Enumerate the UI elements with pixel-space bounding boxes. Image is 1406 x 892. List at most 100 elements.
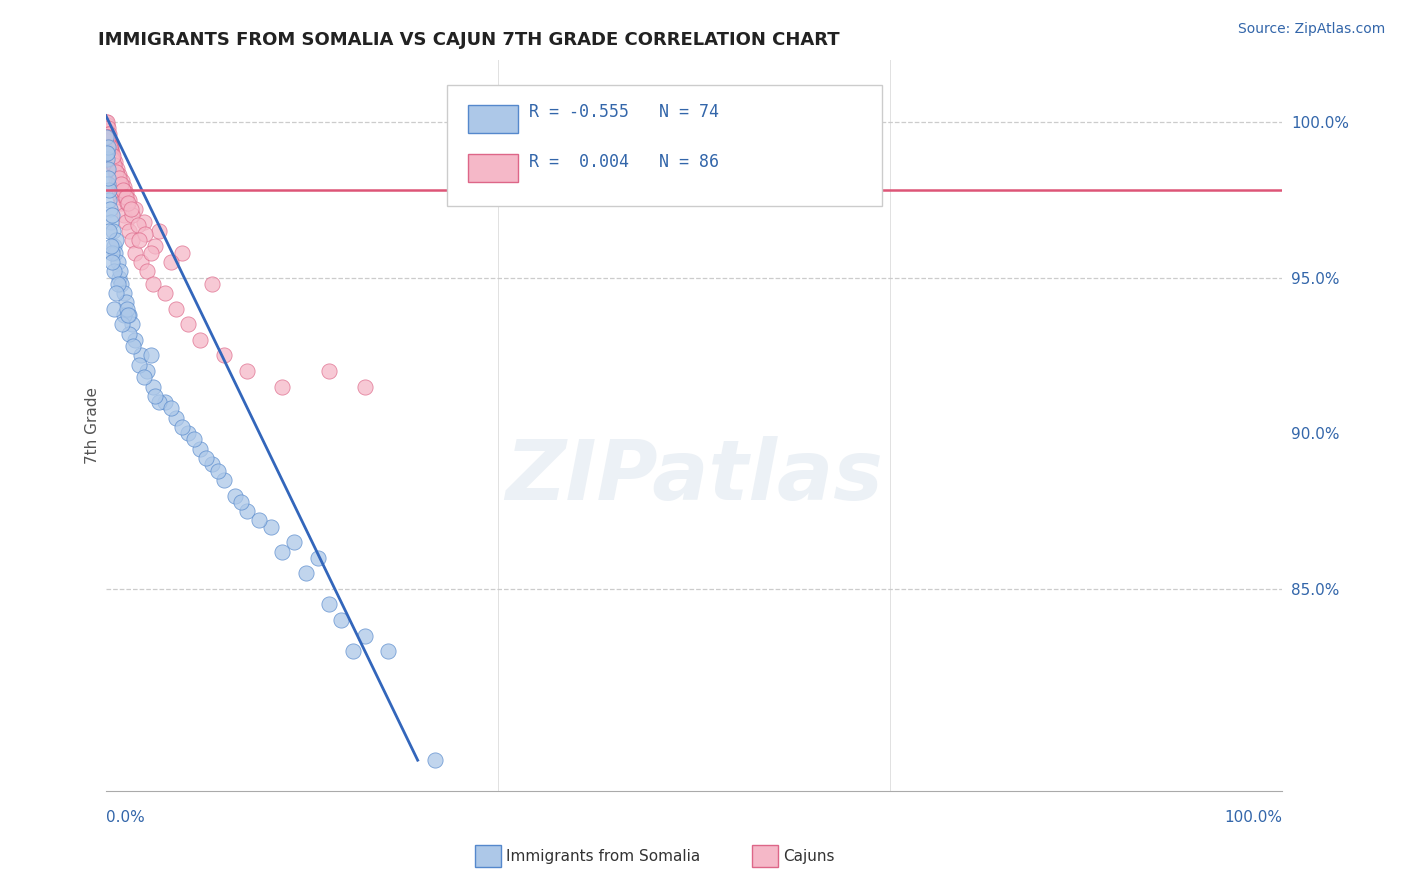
Point [129,255,152,269]
Point [127,218,149,232]
Point [100,140,122,154]
Point [318,598,340,612]
Point [100,208,122,222]
Point [98,146,121,161]
Point [115,186,138,201]
Point [110,177,132,191]
Point [114,189,136,203]
Point [148,224,170,238]
Point [97,121,120,136]
Point [172,420,194,434]
Point [112,183,135,197]
Point [100,239,122,253]
Point [101,255,124,269]
Point [103,239,125,253]
Point [97,177,120,191]
Point [134,227,156,241]
Text: Source: ZipAtlas.com: Source: ZipAtlas.com [1237,22,1385,37]
Point [139,348,162,362]
Text: R = -0.555   N = 74: R = -0.555 N = 74 [530,103,720,121]
Point [111,183,134,197]
Point [105,170,128,185]
Point [97,136,120,151]
Point [104,164,127,178]
Point [132,214,155,228]
Point [96,115,118,129]
Point [112,286,135,301]
Point [148,395,170,409]
Point [166,301,188,316]
Point [166,410,188,425]
Point [330,613,353,627]
Point [283,535,305,549]
Point [107,277,129,291]
Point [107,270,129,285]
Point [129,348,152,362]
Point [100,153,122,167]
Point [114,189,136,203]
Point [103,301,125,316]
Point [100,245,122,260]
Point [98,183,121,197]
Point [207,464,229,478]
Point [115,301,138,316]
Point [97,161,120,176]
Point [128,233,150,247]
Point [111,174,134,188]
FancyBboxPatch shape [447,86,883,206]
Point [96,153,118,167]
Point [124,245,146,260]
Point [103,158,125,172]
Point [97,140,120,154]
Text: IMMIGRANTS FROM SOMALIA VS CAJUN 7TH GRADE CORRELATION CHART: IMMIGRANTS FROM SOMALIA VS CAJUN 7TH GRA… [98,31,839,49]
Point [122,339,145,353]
Point [153,395,176,409]
Point [117,195,139,210]
Point [247,513,270,527]
Point [104,164,127,178]
Point [101,158,124,172]
Text: Immigrants from Somalia: Immigrants from Somalia [506,849,700,863]
Point [188,442,211,456]
Point [271,544,294,558]
Point [143,389,166,403]
Point [101,149,124,163]
Point [231,494,253,508]
Point [96,130,118,145]
Point [124,333,146,347]
Point [104,245,127,260]
Point [96,121,118,136]
Point [295,566,318,581]
Point [342,644,364,658]
Point [96,134,118,148]
Point [118,326,141,341]
Point [104,155,127,169]
Point [143,239,166,253]
Point [136,364,159,378]
Text: 100.0%: 100.0% [1225,810,1282,824]
Point [100,214,122,228]
Point [98,224,121,238]
Point [94,115,117,129]
Point [236,504,259,518]
Point [117,308,139,322]
Point [108,168,131,182]
Point [96,124,118,138]
Point [121,318,143,332]
Point [108,264,131,278]
Point [110,195,132,210]
Point [159,401,181,416]
Point [112,208,135,222]
Point [98,202,121,216]
Point [104,286,127,301]
Point [142,277,165,291]
Point [236,364,259,378]
Point [96,130,118,145]
Point [107,170,129,185]
Point [101,153,124,167]
Point [105,161,128,176]
Point [96,146,118,161]
Point [128,358,150,372]
Point [425,753,447,767]
Text: ZIPatlas: ZIPatlas [505,436,883,517]
